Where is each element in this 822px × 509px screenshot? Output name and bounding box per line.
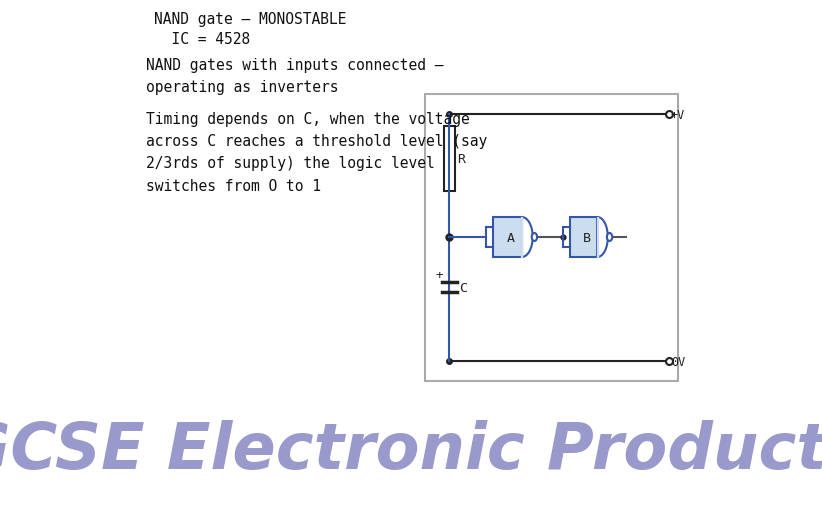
Text: B: B (583, 231, 591, 244)
Text: +V: +V (671, 108, 686, 121)
Text: IC = 4528: IC = 4528 (154, 32, 250, 47)
Circle shape (607, 234, 612, 242)
Bar (493, 217, 522, 258)
Bar (425, 95, 677, 381)
Bar (444, 127, 455, 191)
Text: A: A (506, 231, 515, 244)
Text: 0V: 0V (671, 355, 686, 368)
Text: +: + (435, 268, 443, 281)
Text: R: R (457, 153, 465, 165)
Text: NAND gate – MONOSTABLE: NAND gate – MONOSTABLE (154, 12, 346, 27)
Bar (521, 217, 523, 258)
Text: GCSE Electronic Products: GCSE Electronic Products (0, 419, 822, 481)
Circle shape (532, 234, 537, 242)
Text: NAND gates with inputs connected –
operating as inverters: NAND gates with inputs connected – opera… (145, 58, 443, 95)
Text: C: C (459, 281, 467, 294)
Text: Timing depends on C, when the voltage
across C reaches a threshold level (say
2/: Timing depends on C, when the voltage ac… (145, 112, 487, 193)
Bar (597, 217, 598, 258)
Bar (570, 217, 598, 258)
